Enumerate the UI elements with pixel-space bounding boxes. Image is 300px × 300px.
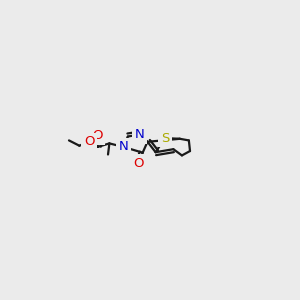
- Text: O: O: [134, 157, 144, 169]
- Text: S: S: [161, 132, 169, 145]
- Text: N: N: [118, 140, 128, 153]
- Text: N: N: [134, 128, 144, 141]
- Text: O: O: [84, 135, 94, 148]
- Text: O: O: [92, 129, 102, 142]
